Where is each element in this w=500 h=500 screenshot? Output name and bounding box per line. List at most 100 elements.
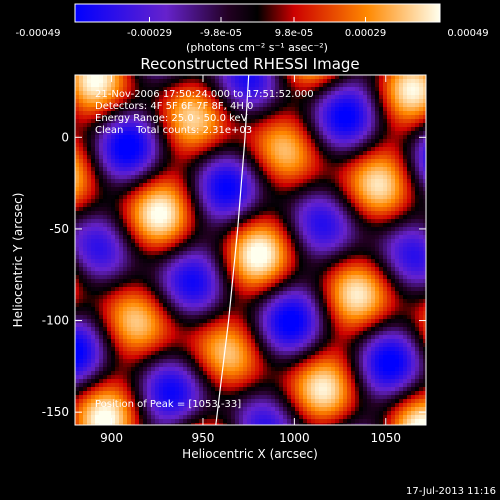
heatmap-cell <box>95 127 100 132</box>
heatmap-cell <box>251 111 256 116</box>
heatmap-cell <box>355 155 360 160</box>
heatmap-cell <box>139 183 144 188</box>
heatmap-cell <box>115 87 120 92</box>
heatmap-cell <box>275 79 280 84</box>
heatmap-cell <box>227 215 232 220</box>
heatmap-cell <box>391 291 396 296</box>
heatmap-cell <box>91 175 96 180</box>
heatmap-cell <box>323 207 328 212</box>
heatmap-cell <box>171 247 176 252</box>
heatmap-cell <box>211 215 216 220</box>
heatmap-cell <box>327 243 332 248</box>
heatmap-cell <box>287 239 292 244</box>
heatmap-cell <box>159 111 164 116</box>
heatmap-cell <box>227 107 232 112</box>
heatmap-cell <box>319 135 324 140</box>
heatmap-cell <box>259 199 264 204</box>
heatmap-cell <box>131 179 136 184</box>
heatmap-cell <box>291 91 296 96</box>
heatmap-cell <box>267 159 272 164</box>
heatmap-cell <box>343 95 348 100</box>
heatmap-cell <box>271 191 276 196</box>
heatmap-cell <box>219 75 224 80</box>
heatmap-cell <box>367 231 372 236</box>
heatmap-cell <box>131 151 136 156</box>
heatmap-cell <box>243 163 248 168</box>
heatmap-cell <box>271 123 276 128</box>
heatmap-cell <box>195 139 200 144</box>
heatmap-cell <box>259 131 264 136</box>
heatmap-cell <box>367 267 372 272</box>
heatmap-cell <box>403 143 408 148</box>
heatmap-cell <box>175 191 180 196</box>
heatmap-cell <box>407 223 412 228</box>
heatmap-cell <box>155 275 160 280</box>
heatmap-cell <box>359 171 364 176</box>
heatmap-cell <box>307 259 312 264</box>
heatmap-cell <box>255 127 260 132</box>
heatmap-cell <box>91 171 96 176</box>
heatmap-cell <box>371 135 376 140</box>
heatmap-cell <box>79 151 84 156</box>
heatmap-cell <box>135 271 140 276</box>
heatmap-cell <box>355 243 360 248</box>
heatmap-cell <box>155 123 160 128</box>
heatmap-cell <box>339 227 344 232</box>
heatmap-cell <box>95 219 100 224</box>
heatmap-cell <box>243 287 248 292</box>
heatmap-cell <box>283 215 288 220</box>
heatmap-cell <box>119 87 124 92</box>
heatmap-cell <box>223 107 228 112</box>
heatmap-cell <box>263 227 268 232</box>
heatmap-cell <box>351 127 356 132</box>
heatmap-cell <box>175 155 180 160</box>
heatmap-cell <box>239 123 244 128</box>
heatmap-cell <box>223 151 228 156</box>
heatmap-cell <box>259 215 264 220</box>
heatmap-cell <box>199 95 204 100</box>
heatmap-cell <box>135 195 140 200</box>
heatmap-cell <box>367 255 372 260</box>
heatmap-cell <box>271 299 276 304</box>
heatmap-cell <box>107 87 112 92</box>
heatmap-cell <box>119 215 124 220</box>
heatmap-cell <box>199 111 204 116</box>
heatmap-cell <box>155 103 160 108</box>
heatmap-cell <box>103 139 108 144</box>
heatmap-cell <box>115 103 120 108</box>
heatmap-cell <box>379 207 384 212</box>
heatmap-cell <box>231 175 236 180</box>
heatmap-cell <box>103 127 108 132</box>
heatmap-cell <box>335 247 340 252</box>
heatmap-cell <box>351 75 356 80</box>
heatmap-cell <box>199 127 204 132</box>
heatmap-cell <box>147 151 152 156</box>
heatmap-cell <box>127 167 132 172</box>
heatmap-cell <box>143 251 148 256</box>
heatmap-cell <box>411 283 416 288</box>
heatmap-cell <box>295 115 300 120</box>
heatmap-cell <box>203 171 208 176</box>
heatmap-cell <box>83 151 88 156</box>
heatmap-cell <box>323 191 328 196</box>
heatmap-cell <box>139 167 144 172</box>
heatmap-cell <box>391 255 396 260</box>
heatmap-cell <box>403 275 408 280</box>
heatmap-cell <box>175 231 180 236</box>
heatmap-cell <box>371 251 376 256</box>
heatmap-cell <box>135 135 140 140</box>
heatmap-cell <box>191 183 196 188</box>
heatmap-cell <box>119 99 124 104</box>
heatmap-cell <box>391 223 396 228</box>
heatmap-cell <box>359 119 364 124</box>
heatmap-cell <box>271 239 276 244</box>
heatmap-cell <box>95 131 100 136</box>
heatmap-cell <box>263 135 268 140</box>
heatmap-cell <box>347 151 352 156</box>
heatmap-cell <box>263 151 268 156</box>
heatmap-cell <box>103 223 108 228</box>
heatmap-cell <box>351 267 356 272</box>
heatmap-cell <box>363 239 368 244</box>
heatmap-cell <box>119 79 124 84</box>
heatmap-cell <box>83 239 88 244</box>
